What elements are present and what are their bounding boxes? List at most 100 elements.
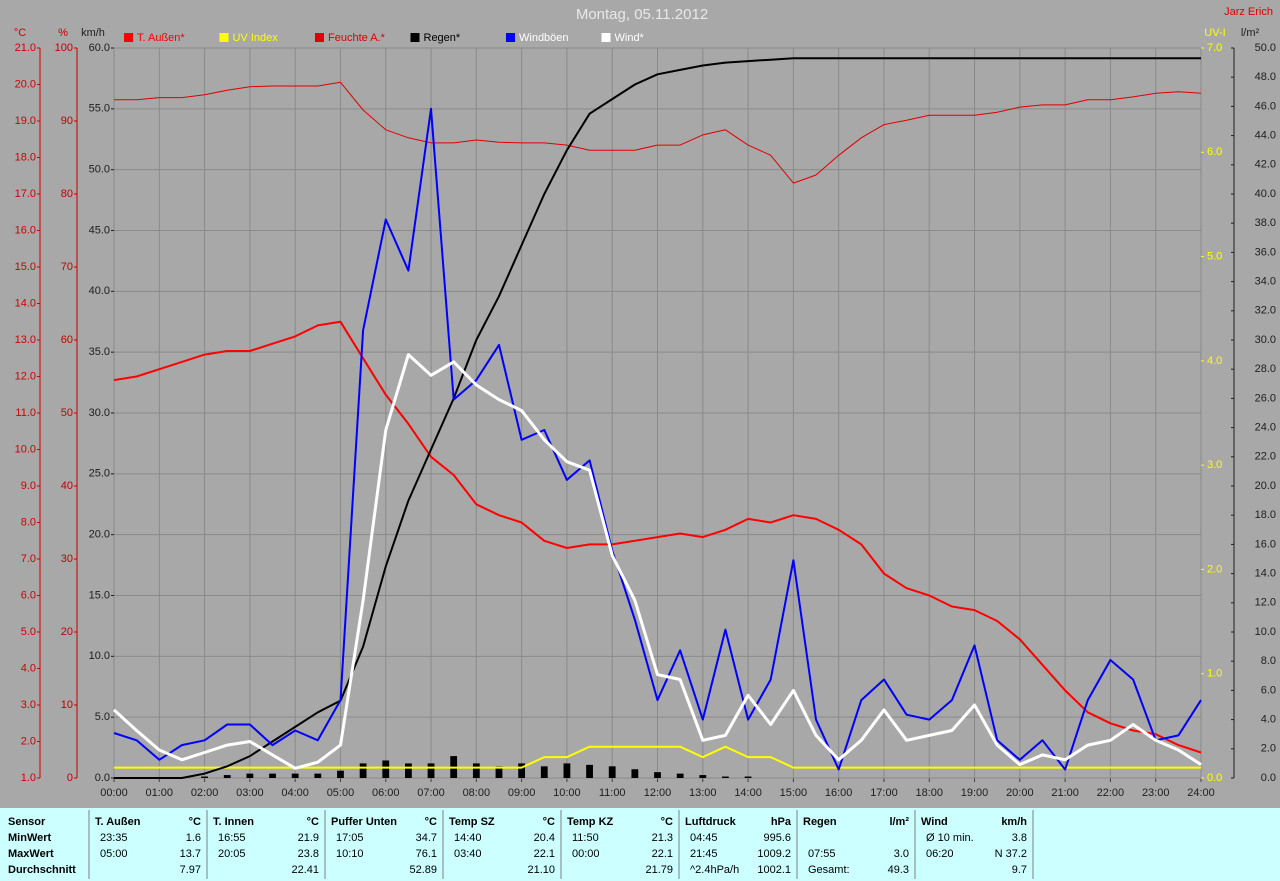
y-tick-label: 100 (55, 42, 73, 54)
cell-time: 04:45 (690, 832, 718, 844)
stats-table-background (0, 808, 1280, 881)
cell-time: 20:05 (218, 848, 246, 860)
y-tick-label: 10 (61, 699, 73, 711)
y-tick-label: 5.0 (95, 711, 110, 723)
y-tick-label: 26.0 (1255, 392, 1276, 404)
cell-value: 21.9 (298, 832, 319, 844)
rain-bar (246, 773, 254, 778)
cell-value: 21.3 (652, 832, 673, 844)
legend-label: Wind* (615, 32, 645, 44)
group-title: Puffer Unten (331, 816, 397, 828)
legend-label: UV Index (233, 32, 279, 44)
y-tick-label: 18.0 (1255, 509, 1276, 521)
y-tick-label: 14.0 (1255, 568, 1276, 580)
rain-bar (427, 763, 435, 778)
y-tick-label: 38.0 (1255, 217, 1276, 229)
y-tick-label: 50 (61, 407, 73, 419)
cell-value: 76.1 (416, 848, 437, 860)
axis-label: km/h (81, 27, 105, 39)
group-title: T. Innen (213, 816, 254, 828)
cell-value: 22.41 (291, 864, 319, 876)
rain-bar (608, 766, 616, 778)
series-line (112, 353, 1202, 770)
rain-bar (223, 775, 231, 778)
x-tick-label: 11:00 (599, 787, 626, 799)
x-tick-label: 13:00 (689, 787, 717, 799)
x-tick-label: 00:00 (100, 787, 128, 799)
group-title: Regen (803, 816, 837, 828)
group-unit: °C (425, 816, 437, 828)
rain-bar (722, 776, 729, 778)
series-line (114, 81, 1202, 184)
y-tick-label: 44.0 (1255, 130, 1276, 142)
cell-time: 21:45 (690, 848, 718, 860)
rain-bar (269, 773, 276, 778)
y-tick-label: 20.0 (89, 529, 110, 541)
y-tick-label: 5.0 (21, 626, 36, 638)
y-tick-label: 21.0 (15, 42, 36, 54)
y-tick-label: 12.0 (1255, 597, 1276, 609)
row-label: MinWert (8, 832, 52, 844)
group-unit: l/m² (889, 816, 909, 828)
row-label: Durchschnitt (8, 864, 76, 876)
y-tick-label: 36.0 (1255, 246, 1276, 258)
y-tick-label: 50.0 (89, 164, 110, 176)
cell-time: 11:50 (572, 832, 599, 844)
y-tick-label: 15.0 (89, 589, 110, 601)
cell-value: 23.8 (298, 848, 319, 860)
y-tick-label: 6.0 (1261, 684, 1276, 696)
rain-bar (563, 763, 571, 778)
cell-time: 00:00 (572, 848, 600, 860)
cell-value: 1002.1 (757, 864, 791, 876)
cell-time: 06:20 (926, 848, 954, 860)
group-unit: °C (543, 816, 555, 828)
series-line (114, 57, 1201, 779)
x-tick-label: 03:00 (236, 787, 264, 799)
cell-time: 05:00 (100, 848, 128, 860)
y-tick-label: 9.0 (21, 480, 36, 492)
axis-label: % (58, 27, 68, 39)
y-tick-label: 1.0 (21, 772, 36, 784)
x-tick-label: 10:00 (553, 787, 581, 799)
group-title: T. Außen (95, 816, 141, 828)
rain-bar (631, 769, 639, 778)
y-tick-label: 1.0 (1207, 668, 1222, 680)
cell-time: 10:10 (336, 848, 364, 860)
rain-bar (495, 766, 503, 778)
series-line (113, 320, 1202, 754)
y-tick-label: 32.0 (1255, 305, 1276, 317)
x-tick-label: 04:00 (281, 787, 309, 799)
y-tick-label: 0.0 (95, 772, 110, 784)
x-tick-label: 23:00 (1142, 787, 1170, 799)
rain-bar (359, 763, 367, 778)
y-tick-label: 3.0 (1207, 459, 1222, 471)
x-tick-label: 22:00 (1097, 787, 1125, 799)
column-header: Sensor (8, 816, 46, 828)
rain-bar (472, 763, 480, 778)
cell-value: 3.0 (894, 848, 909, 860)
x-tick-label: 17:00 (870, 787, 898, 799)
cell-time: 07:55 (808, 848, 836, 860)
legend-swatch (410, 33, 420, 42)
y-tick-label: 13.0 (15, 334, 36, 346)
author: Jarz Erich (1224, 6, 1273, 18)
y-tick-label: 18.0 (15, 151, 36, 163)
x-tick-label: 09:00 (508, 787, 536, 799)
cell-time: Gesamt: (808, 864, 850, 876)
y-tick-label: 20 (61, 626, 73, 638)
x-tick-label: 06:00 (372, 787, 400, 799)
cell-value: 21.10 (527, 864, 555, 876)
y-tick-label: 15.0 (15, 261, 36, 273)
y-tick-label: 4.0 (21, 662, 36, 674)
rain-bar (676, 773, 684, 778)
y-tick-label: 19.0 (15, 115, 36, 127)
y-tick-label: 30.0 (1255, 334, 1276, 346)
cell-time: 17:05 (336, 832, 364, 844)
x-tick-label: 07:00 (417, 787, 445, 799)
y-tick-label: 0.0 (1207, 772, 1222, 784)
rain-bar (314, 773, 322, 778)
cell-value: 52.89 (409, 864, 437, 876)
y-tick-label: 35.0 (89, 346, 110, 358)
